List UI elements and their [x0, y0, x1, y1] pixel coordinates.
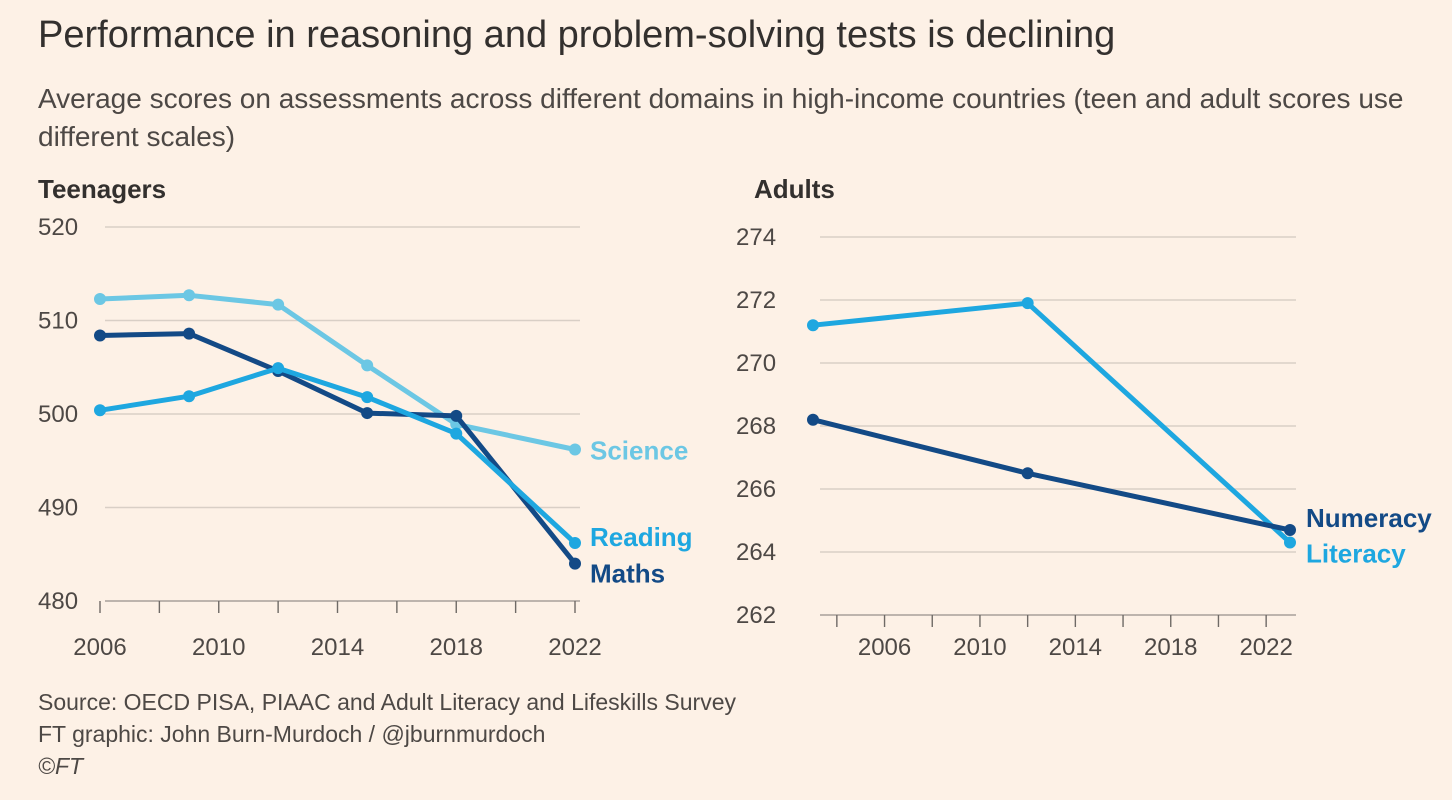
- series-label-maths: Maths: [590, 559, 665, 589]
- copyright-note: ©FT: [38, 753, 84, 779]
- x-tick-label: 2006: [73, 634, 126, 661]
- y-tick-label: 500: [38, 401, 78, 428]
- y-tick-label: 262: [736, 602, 776, 629]
- y-tick-label: 274: [736, 224, 776, 251]
- x-tick-label: 2022: [548, 634, 601, 661]
- series-line-science: [97, 292, 578, 452]
- y-tick-label: 264: [736, 539, 776, 566]
- data-point-science: [569, 443, 581, 456]
- x-tick-label: 2006: [858, 634, 911, 661]
- chart-title: Performance in reasoning and problem-sol…: [38, 14, 1116, 56]
- data-point-numeracy: [807, 413, 819, 426]
- data-point-science: [272, 298, 285, 311]
- data-point-literacy: [1021, 297, 1034, 310]
- x-tick-label: 2014: [1049, 634, 1102, 661]
- data-point-maths: [450, 409, 463, 422]
- data-point-maths: [183, 327, 196, 340]
- data-point-literacy: [807, 319, 819, 332]
- data-point-reading: [183, 390, 196, 403]
- data-point-literacy: [1284, 536, 1296, 549]
- chart-subtitle: Average scores on assessments across dif…: [38, 83, 1404, 152]
- x-tick-label: 2010: [192, 634, 245, 661]
- y-tick-label: 266: [736, 476, 776, 503]
- panel-title: Teenagers: [38, 174, 166, 204]
- x-tick-label: 2018: [1144, 634, 1197, 661]
- footer: Source: OECD PISA, PIAAC and Adult Liter…: [38, 686, 736, 782]
- data-point-maths: [94, 329, 106, 342]
- data-point-maths: [569, 557, 581, 570]
- series-label-reading: Reading: [590, 522, 693, 552]
- data-point-reading: [361, 391, 374, 404]
- x-tick-label: 2014: [311, 634, 364, 661]
- y-tick-label: 270: [736, 350, 776, 377]
- source-note: Source: OECD PISA, PIAAC and Adult Liter…: [38, 689, 736, 715]
- data-point-numeracy: [1021, 467, 1034, 480]
- y-tick-label: 490: [38, 495, 78, 522]
- x-tick-label: 2010: [953, 634, 1006, 661]
- x-tick-label: 2022: [1239, 634, 1292, 661]
- data-point-science: [183, 289, 196, 302]
- data-point-reading: [272, 362, 285, 375]
- series-line-maths: [97, 331, 578, 567]
- panel-title: Adults: [754, 174, 835, 204]
- y-tick-label: 272: [736, 287, 776, 314]
- data-point-reading: [94, 404, 106, 417]
- panel-adults: Adults 262 264 266 268 270 272 274 2006 2010 2014 2…: [736, 174, 1432, 661]
- y-tick-label: 480: [38, 588, 78, 615]
- data-point-science: [361, 359, 374, 372]
- y-tick-label: 520: [38, 214, 78, 241]
- data-point-maths: [361, 407, 374, 420]
- series-line-reading: [97, 365, 578, 546]
- x-tick-label: 2018: [430, 634, 483, 661]
- data-point-reading: [450, 427, 463, 440]
- data-point-numeracy: [1284, 523, 1296, 536]
- series-line-literacy: [810, 300, 1293, 545]
- data-point-reading: [569, 537, 581, 550]
- y-tick-label: 268: [736, 413, 776, 440]
- panel-teenagers: Teenagers 480 490 500 510 520 2006 2010 2014 2018…: [38, 174, 693, 661]
- credit-note: FT graphic: John Burn-Murdoch / @jburnmu…: [38, 721, 546, 747]
- data-point-science: [94, 292, 106, 305]
- series-label-science: Science: [590, 436, 688, 466]
- series-label-numeracy: Numeracy: [1306, 503, 1432, 533]
- series-label-literacy: Literacy: [1306, 539, 1406, 569]
- y-tick-label: 510: [38, 308, 78, 335]
